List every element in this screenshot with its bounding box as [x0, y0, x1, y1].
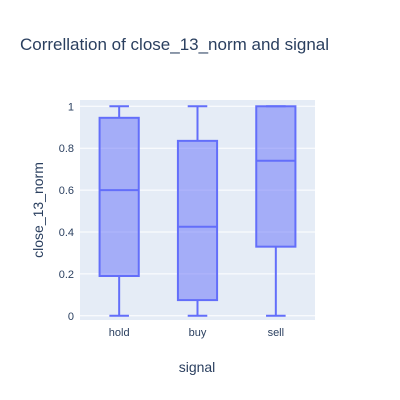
x-axis-title: signal — [179, 359, 216, 375]
box-buy — [176, 105, 219, 317]
boxes — [98, 105, 297, 317]
x-tick-label: hold — [109, 327, 130, 339]
x-axis-ticks: hold buy sell — [109, 327, 284, 339]
x-tick-label: sell — [268, 327, 285, 339]
box-sell — [255, 105, 297, 317]
y-axis-ticks: 0 0.2 0.4 0.6 0.8 1 — [59, 101, 74, 323]
iqr-box — [98, 116, 140, 277]
chart-title: Correllation of close_13_norm and signal — [20, 35, 329, 54]
y-tick-label: 0.6 — [59, 185, 74, 197]
box-hold — [98, 105, 140, 317]
y-axis-title: close_13_norm — [30, 162, 46, 258]
y-tick-label: 0.8 — [59, 143, 74, 155]
y-tick-label: 0.4 — [59, 227, 74, 239]
iqr-box — [255, 105, 297, 248]
y-tick-label: 1 — [68, 101, 74, 113]
iqr-box — [176, 139, 219, 302]
y-tick-label: 0.2 — [59, 269, 74, 281]
y-tick-label: 0 — [68, 311, 74, 323]
x-tick-label: buy — [189, 327, 207, 339]
